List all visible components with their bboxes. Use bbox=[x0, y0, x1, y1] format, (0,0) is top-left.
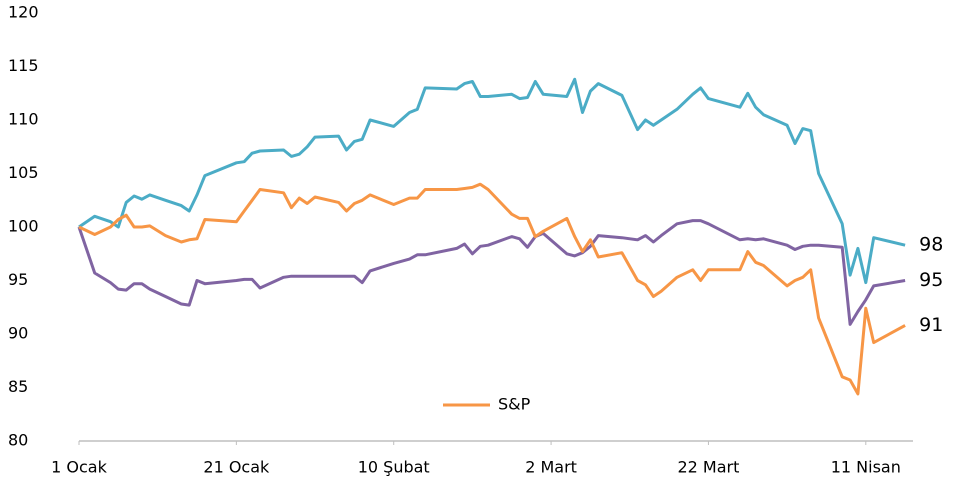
y-tick-label: 80 bbox=[8, 431, 28, 450]
end-label: 95 bbox=[919, 269, 943, 291]
y-tick-label: 120 bbox=[8, 3, 39, 22]
x-tick-label: 22 Mart bbox=[677, 458, 739, 477]
series-line bbox=[77, 219, 906, 326]
x-tick-label: 2 Mart bbox=[525, 458, 577, 477]
y-tick-label: 115 bbox=[8, 56, 39, 75]
y-tick-label: 110 bbox=[8, 110, 39, 129]
x-tick-label: 10 Şubat bbox=[358, 458, 430, 477]
end-label: 91 bbox=[919, 314, 943, 336]
y-tick-label: 85 bbox=[8, 377, 28, 396]
x-tick-label: 1 Ocak bbox=[51, 458, 107, 477]
y-tick-label: 105 bbox=[8, 163, 39, 182]
x-tick-label: 21 Ocak bbox=[203, 458, 270, 477]
series-line bbox=[78, 77, 906, 285]
y-tick-label: 100 bbox=[8, 217, 39, 236]
y-tick-label: 95 bbox=[8, 270, 28, 289]
x-tick-label: 11 Nisan bbox=[831, 458, 901, 477]
y-tick-label: 90 bbox=[8, 324, 28, 343]
series-line bbox=[78, 182, 906, 396]
legend-label: S&P bbox=[498, 395, 531, 414]
end-label: 98 bbox=[919, 234, 943, 256]
